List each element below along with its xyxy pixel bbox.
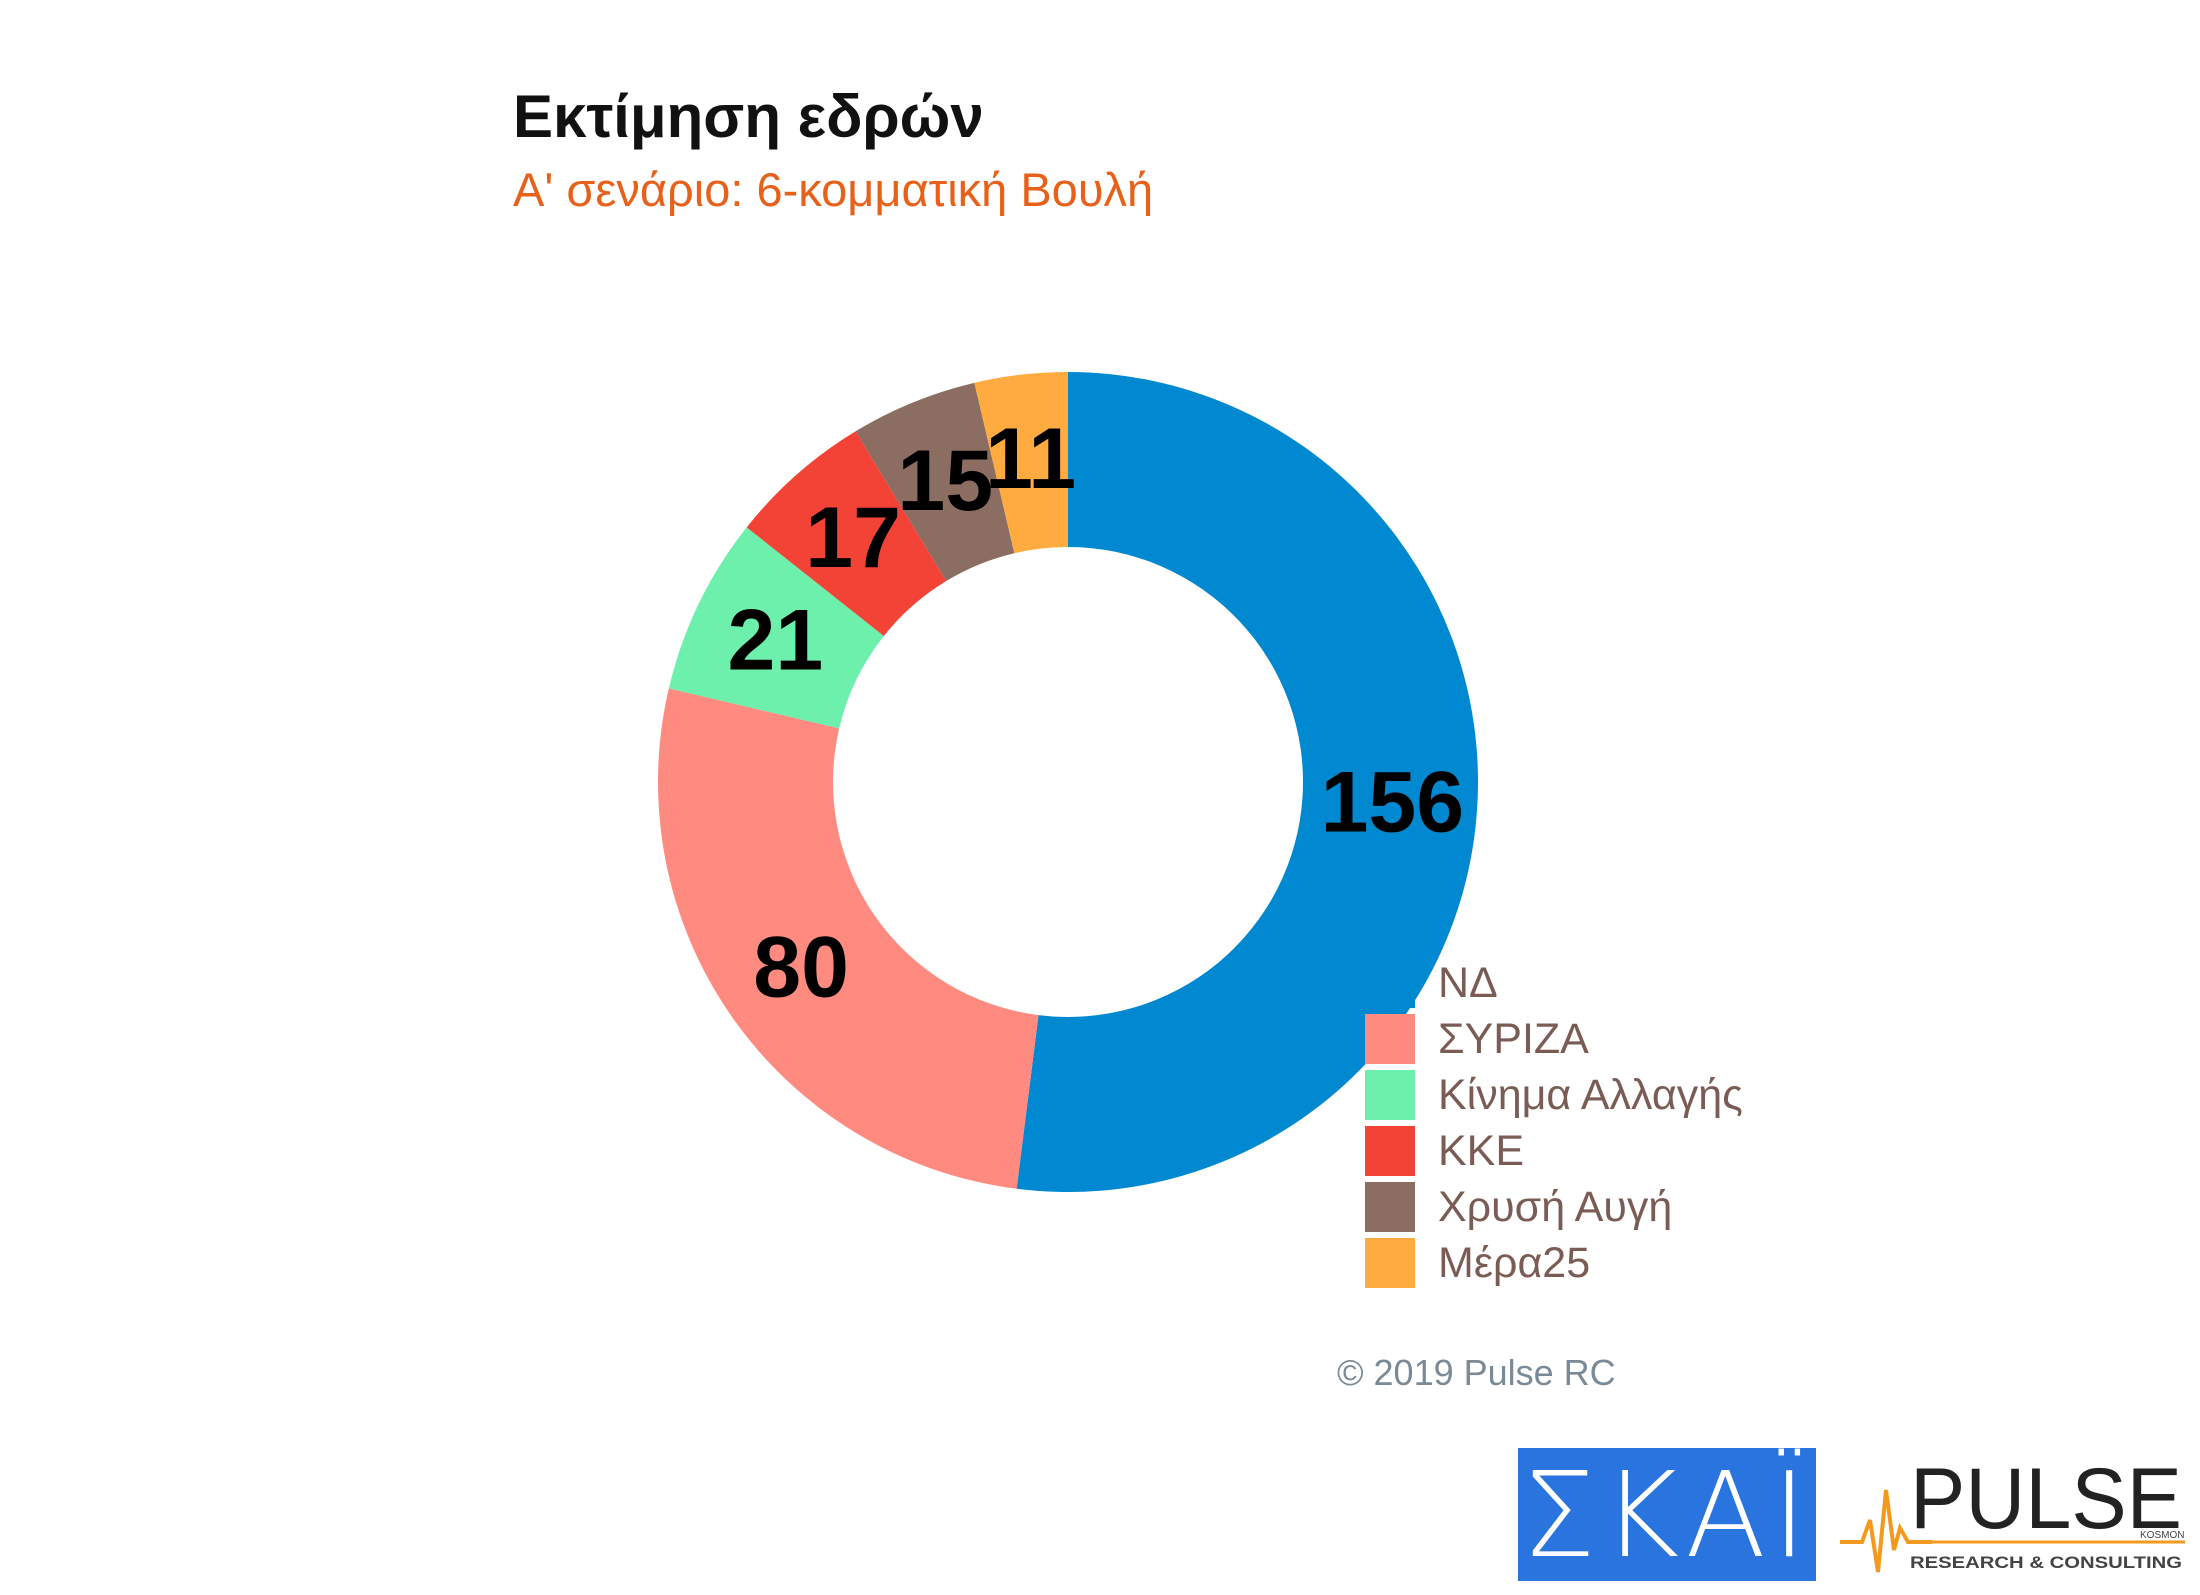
legend-swatch (1365, 1014, 1415, 1064)
slice-label-5: 15 (897, 433, 993, 529)
slice-4 (746, 431, 947, 637)
legend-label: ΚΚΕ (1438, 1126, 1525, 1175)
slice-1 (1016, 372, 1479, 1192)
chart-legend: ΝΔ ΣΥΡΙΖΑ Κίνημα Αλλαγής ΚΚΕ Χρυσή Αυγή Μέρα2… (1365, 955, 1743, 1291)
skai-logo-text: ΣΚΑΪ (1521, 1445, 1813, 1584)
legend-label: Μέρα25 (1438, 1238, 1591, 1287)
slice-5 (855, 382, 1015, 581)
legend-swatch (1365, 1070, 1415, 1120)
slice-label-3: 21 (728, 593, 824, 689)
legend-item: ΣΥΡΙΖΑ (1365, 1011, 1743, 1067)
legend-swatch (1365, 1126, 1415, 1176)
slice-label-6: 11 (985, 411, 1076, 507)
legend-label: Χρυσή Αυγή (1438, 1182, 1673, 1231)
legend-item: ΝΔ (1365, 955, 1743, 1011)
legend-label: ΣΥΡΙΖΑ (1438, 1014, 1589, 1063)
legend-item: Κίνημα Αλλαγής (1365, 1067, 1743, 1123)
slice-label-4: 17 (805, 490, 901, 586)
skai-logo: ΣΚΑΪ (1518, 1445, 1816, 1584)
pulse-logo: PULSE KOSMON RESEARCH & CONSULTING (1840, 1451, 2185, 1573)
legend-item: Χρυσή Αυγή (1365, 1179, 1743, 1235)
slice-6 (974, 372, 1068, 554)
slice-label-1: 156 (1321, 754, 1465, 850)
legend-swatch (1365, 1182, 1415, 1232)
chart-subtitle: Α' σενάριο: 6-κομματική Βουλή (513, 163, 1154, 216)
pulse-logo-text: PULSE (1910, 1451, 2182, 1547)
donut-slices (658, 372, 1479, 1192)
slice-3 (668, 527, 884, 729)
pulse-wave-icon (1840, 1489, 1932, 1573)
legend-label: Κίνημα Αλλαγής (1438, 1070, 1743, 1119)
legend-item: ΚΚΕ (1365, 1123, 1743, 1179)
pulse-logo-tagline: RESEARCH & CONSULTING (1910, 1553, 2182, 1572)
legend-swatch (1365, 958, 1415, 1008)
legend-item: Μέρα25 (1365, 1235, 1743, 1291)
copyright-notice: © 2019 Pulse RC (1337, 1352, 1616, 1393)
slice-label-2: 80 (753, 919, 849, 1015)
pulse-logo-small: KOSMON (2140, 1530, 2184, 1541)
legend-label: ΝΔ (1438, 958, 1498, 1007)
slice-2 (658, 688, 1039, 1189)
legend-swatch (1365, 1238, 1415, 1288)
chart-title: Εκτίμηση εδρών (513, 83, 984, 150)
